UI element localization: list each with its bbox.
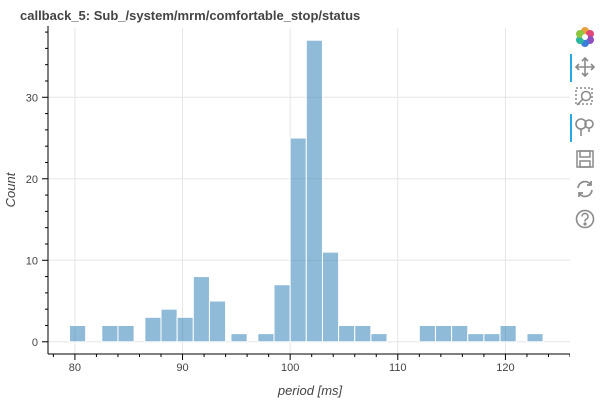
histogram-bar xyxy=(289,137,307,343)
wheel-zoom-icon[interactable] xyxy=(570,114,600,142)
histogram-bar xyxy=(69,324,87,343)
pan-icon[interactable] xyxy=(570,54,600,82)
chart-toolbar xyxy=(570,24,600,244)
histogram-bar xyxy=(354,324,372,343)
y-tick-label: 10 xyxy=(26,255,38,267)
x-axis-label: period [ms] xyxy=(277,383,343,398)
histogram-bar xyxy=(144,316,162,343)
histogram-bar xyxy=(418,324,436,343)
x-tick-label: 80 xyxy=(69,362,81,374)
histogram-bar xyxy=(305,39,323,343)
reset-icon[interactable] xyxy=(570,176,600,202)
histogram-bar xyxy=(434,324,453,343)
histogram-chart[interactable]: 80 90 100 110 120 0 10 20 30 period [ms] Count xyxy=(0,0,570,400)
axes: 80 90 100 110 120 0 10 20 30 xyxy=(26,26,570,374)
bokeh-logo-icon[interactable] xyxy=(570,24,600,50)
y-axis-label: Count xyxy=(3,171,18,207)
histogram-bar xyxy=(101,324,119,343)
histogram-bar xyxy=(230,333,248,343)
histogram-bar xyxy=(192,276,210,343)
x-tick-label: 90 xyxy=(176,362,188,374)
y-tick-label: 0 xyxy=(32,337,38,349)
y-tick-label: 20 xyxy=(26,174,38,186)
histogram-bar xyxy=(321,251,340,343)
histogram-bar xyxy=(160,308,178,343)
histogram-bar xyxy=(483,333,501,343)
histogram-bar xyxy=(273,284,291,343)
histogram-bar xyxy=(451,324,469,343)
histogram-bar xyxy=(117,324,135,343)
chart-title: callback_5: Sub_/system/mrm/comfortable_… xyxy=(20,8,361,23)
box-zoom-icon[interactable] xyxy=(570,84,600,110)
x-tick-label: 100 xyxy=(281,362,299,374)
help-icon[interactable] xyxy=(570,206,600,232)
histogram-bar xyxy=(467,333,485,343)
histogram-bar xyxy=(499,324,517,343)
x-tick-label: 110 xyxy=(389,362,407,374)
y-tick-label: 30 xyxy=(26,92,38,104)
histogram-bar xyxy=(257,333,275,343)
histogram-bar xyxy=(370,333,388,343)
histogram-bar xyxy=(176,316,194,343)
histogram-bar xyxy=(208,300,227,343)
histogram-bar xyxy=(526,333,544,343)
histogram-bars xyxy=(69,39,544,343)
histogram-bar xyxy=(338,324,356,343)
x-tick-label: 120 xyxy=(496,362,514,374)
save-icon[interactable] xyxy=(570,146,600,172)
